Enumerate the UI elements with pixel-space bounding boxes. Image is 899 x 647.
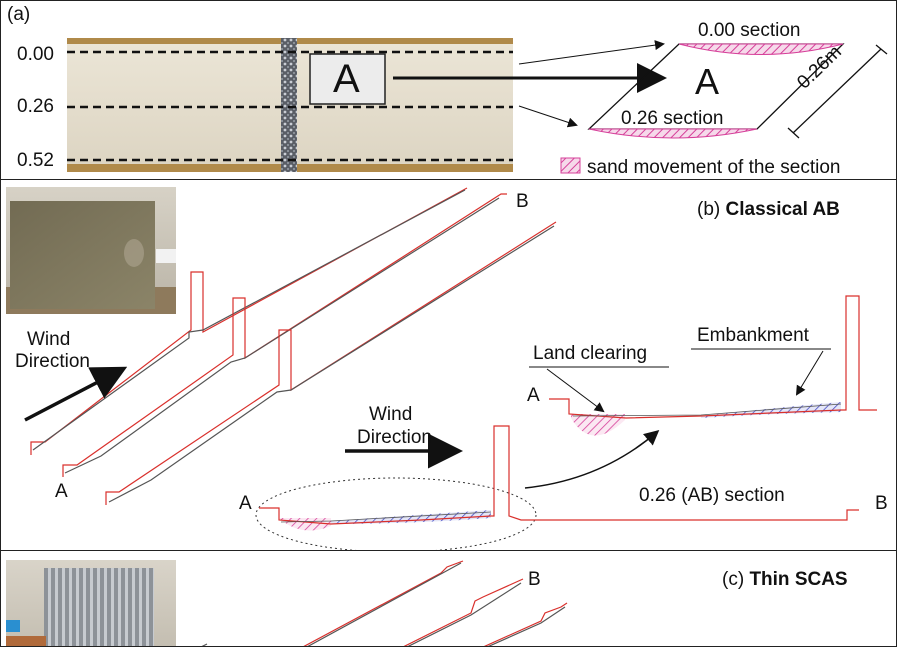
- profile-plot-c: [201, 560, 568, 646]
- profile-b-label: B: [875, 493, 888, 514]
- panel-c-letter: (c): [722, 569, 750, 590]
- point-a-left: A: [55, 481, 68, 502]
- row-label-2: 0.52: [17, 150, 54, 171]
- wind-center-line2: Direction: [357, 427, 432, 448]
- thin-scas-image: [6, 560, 176, 646]
- row-label-1: 0.26: [17, 96, 54, 117]
- wind-center-line1: Wind: [369, 404, 413, 425]
- thin-scas-photo: [6, 560, 176, 646]
- panel-c-title: Thin SCAS: [749, 569, 848, 590]
- panel-a-label: (a): [7, 4, 31, 25]
- row-label-0: 0.00: [17, 44, 54, 65]
- panel-b: (b) Classical AB: [0, 179, 897, 551]
- wind-left-line1: Wind: [27, 329, 71, 350]
- land-clearing-label: Land clearing: [533, 343, 648, 364]
- section-bottom-label: 0.26 section: [621, 108, 724, 129]
- profile-plot-b: [24, 187, 877, 550]
- wind-left-line2: Direction: [15, 351, 90, 372]
- panel-c-label: (c) Thin SCAS: [722, 570, 848, 589]
- point-b-top: B: [516, 191, 529, 212]
- panel-a: (a) 0.00 0.26 0.52: [0, 0, 897, 180]
- detail-a-label: A: [527, 385, 540, 406]
- box-label: A: [333, 57, 360, 101]
- legend-label: sand movement of the section: [587, 157, 841, 178]
- profile-a-label: A: [239, 493, 252, 514]
- section-center-label: A: [695, 61, 720, 102]
- point-b-top-c: B: [528, 569, 541, 590]
- sand-bed-photo: [67, 38, 513, 172]
- sand-bed-image: [67, 38, 513, 172]
- panel-b-letter: (b): [697, 199, 726, 220]
- section-top-label: 0.00 section: [698, 20, 801, 41]
- classical-ab-photo: [6, 187, 176, 314]
- panel-c: (c) Thin SCAS B: [0, 550, 897, 647]
- section-label: 0.26 (AB) section: [639, 485, 785, 506]
- panel-b-label: (b) Classical AB: [697, 200, 840, 219]
- panel-b-title: Classical AB: [725, 199, 840, 220]
- embankment-label: Embankment: [697, 325, 809, 346]
- classical-ab-image: [6, 187, 176, 314]
- oblique-profiles: [30, 187, 557, 505]
- section-schematic: [393, 40, 888, 174]
